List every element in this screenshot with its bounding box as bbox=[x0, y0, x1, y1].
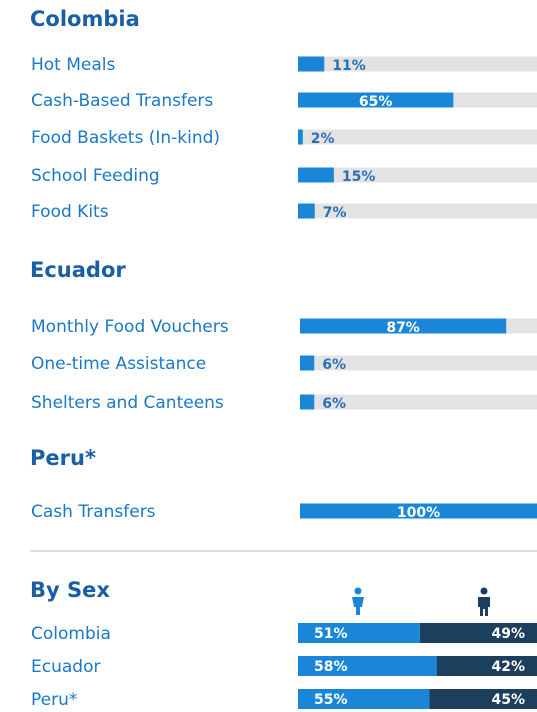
value-label: 7% bbox=[323, 205, 347, 221]
bar-track bbox=[300, 394, 537, 410]
bar-track bbox=[298, 56, 537, 72]
bar-segment bbox=[429, 689, 537, 709]
category-label: Shelters and Canteens bbox=[31, 393, 224, 413]
value-label: 51% bbox=[314, 626, 348, 642]
category-label: Cash Transfers bbox=[31, 502, 156, 522]
bar-segment bbox=[298, 689, 430, 709]
bar bbox=[300, 503, 537, 519]
bar bbox=[298, 167, 334, 183]
value-label: 65% bbox=[359, 94, 393, 110]
category-label: Monthly Food Vouchers bbox=[31, 317, 229, 337]
bar-track bbox=[300, 355, 537, 371]
category-label: Colombia bbox=[31, 624, 111, 644]
value-label: 11% bbox=[332, 58, 366, 74]
bar-segment bbox=[419, 623, 537, 643]
bar bbox=[300, 394, 315, 410]
value-label: 87% bbox=[386, 320, 420, 336]
value-label: 55% bbox=[314, 692, 348, 708]
value-label: 45% bbox=[491, 692, 525, 708]
category-label: Food Kits bbox=[31, 202, 109, 222]
value-label: 58% bbox=[314, 659, 348, 675]
bar-track bbox=[298, 167, 537, 183]
value-label: 49% bbox=[491, 626, 525, 642]
category-label: Hot Meals bbox=[31, 55, 116, 75]
bar-segment bbox=[298, 656, 437, 676]
category-label: Ecuador bbox=[31, 657, 100, 677]
bar-track bbox=[298, 203, 537, 219]
value-label: 42% bbox=[491, 659, 525, 675]
value-label: 100% bbox=[397, 505, 440, 521]
section-title: Colombia bbox=[30, 7, 140, 31]
category-label: One-time Assistance bbox=[31, 354, 206, 374]
category-label: Cash-Based Transfers bbox=[31, 91, 213, 111]
bar bbox=[300, 355, 315, 371]
value-label: 6% bbox=[322, 357, 346, 373]
bar bbox=[300, 318, 507, 334]
value-label: 2% bbox=[311, 131, 335, 147]
bar-segment bbox=[298, 623, 420, 643]
bar-track bbox=[298, 129, 537, 145]
section-title: Ecuador bbox=[30, 258, 126, 282]
value-label: 15% bbox=[342, 169, 376, 185]
value-label: 6% bbox=[322, 396, 346, 412]
category-label: Food Baskets (In-kind) bbox=[31, 128, 220, 148]
section-title: Peru* bbox=[30, 446, 96, 470]
category-label: Peru* bbox=[31, 690, 77, 710]
bar-segment bbox=[436, 656, 537, 676]
bar bbox=[298, 203, 315, 219]
bar bbox=[298, 92, 454, 108]
male-icon bbox=[478, 587, 490, 616]
bar bbox=[298, 129, 303, 145]
female-icon bbox=[352, 587, 364, 615]
category-label: School Feeding bbox=[31, 166, 160, 186]
section-title: By Sex bbox=[30, 578, 110, 602]
bar bbox=[298, 56, 325, 72]
